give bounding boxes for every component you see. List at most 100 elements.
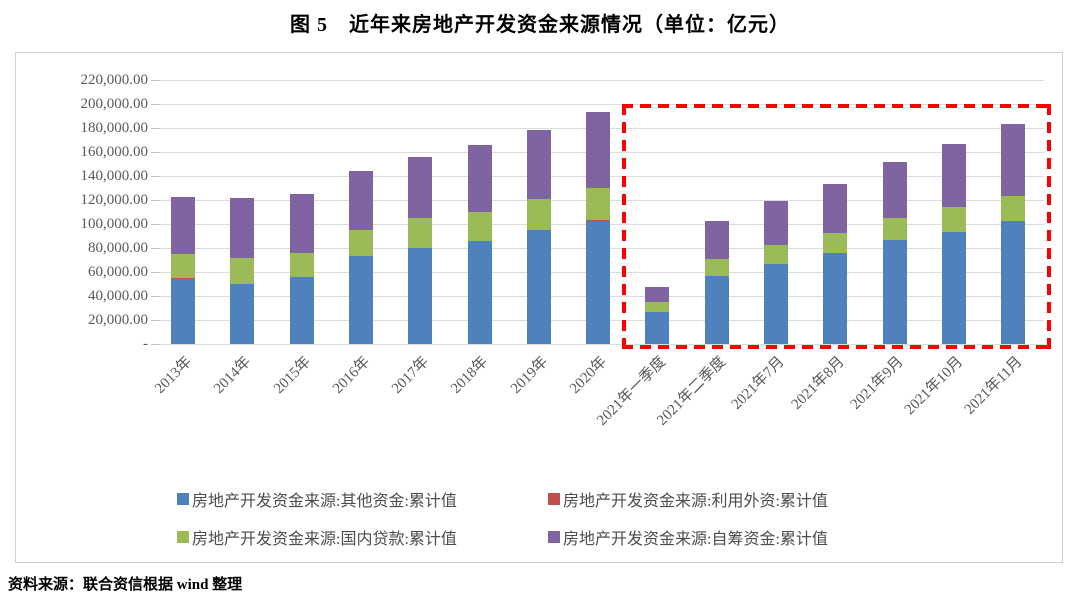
gridline bbox=[159, 80, 1044, 81]
legend-label: 房地产开发资金来源:国内贷款:累计值 bbox=[192, 531, 457, 548]
bar-segment bbox=[467, 240, 492, 344]
bar-segment bbox=[941, 207, 966, 232]
y-axis-tick bbox=[151, 296, 159, 297]
y-axis-tick-label: 120,000.00 bbox=[80, 192, 149, 208]
bar-segment bbox=[823, 233, 848, 254]
dashed-box-left-edge bbox=[622, 104, 627, 349]
bar-segment bbox=[230, 197, 255, 259]
bar-segment bbox=[764, 201, 788, 246]
stacked-bar-2016年 bbox=[348, 170, 373, 344]
dashed-box-right-edge bbox=[1046, 104, 1051, 349]
stacked-bar-2020年 bbox=[586, 112, 611, 344]
bar-segment bbox=[171, 254, 195, 278]
y-axis-tick-label: 80,000.00 bbox=[88, 240, 148, 256]
y-axis-tick bbox=[151, 320, 159, 321]
bar-segment bbox=[1001, 195, 1026, 221]
bar-segment bbox=[764, 264, 788, 344]
bar-segment bbox=[882, 218, 907, 240]
y-axis-tick bbox=[151, 104, 159, 105]
y-axis-tick-label: 220,000.00 bbox=[80, 72, 149, 88]
bar-segment bbox=[882, 239, 907, 344]
bar-segment bbox=[823, 183, 848, 234]
bar-segment bbox=[882, 162, 907, 219]
x-axis-tick-label: 2017年 bbox=[389, 353, 433, 397]
y-axis-tick bbox=[151, 272, 159, 273]
bar-segment bbox=[526, 199, 551, 230]
bar-segment bbox=[1001, 220, 1026, 344]
bar-segment bbox=[467, 211, 492, 241]
x-axis-tick-label: 2020年 bbox=[567, 353, 611, 397]
y-axis-tick bbox=[151, 248, 159, 249]
stacked-bar-2021年11月 bbox=[1001, 123, 1026, 344]
dashed-box-bottom-edge bbox=[622, 345, 1051, 349]
bar-segment bbox=[289, 193, 314, 253]
x-axis-tick-label: 2016年 bbox=[329, 353, 374, 397]
x-axis-tick-label: 2021年8月 bbox=[788, 353, 848, 413]
bar-segment bbox=[764, 245, 788, 265]
legend-item: 房地产开发资金来源:自筹资金:累计值 bbox=[548, 528, 828, 548]
legend-label: 房地产开发资金来源:利用外资:累计值 bbox=[563, 493, 828, 510]
bar-segment bbox=[645, 312, 670, 344]
y-axis-tick bbox=[151, 80, 159, 81]
y-axis-tick bbox=[151, 224, 159, 225]
legend-label: 房地产开发资金来源:其他资金:累计值 bbox=[192, 493, 457, 510]
y-axis-tick-label: 60,000.00 bbox=[88, 264, 148, 280]
legend-swatch-icon bbox=[548, 493, 560, 505]
y-axis-tick-label: 40,000.00 bbox=[88, 288, 148, 304]
stacked-bar-2013年 bbox=[171, 197, 195, 344]
bar-segment bbox=[171, 278, 195, 344]
gridline bbox=[159, 344, 1044, 345]
stacked-bar-2021年二季度 bbox=[704, 220, 729, 344]
bar-segment bbox=[586, 188, 611, 221]
stacked-bar-2014年 bbox=[230, 197, 255, 344]
x-axis-tick-label: 2021年10月 bbox=[901, 353, 967, 419]
bar-segment bbox=[230, 283, 255, 285]
bar-segment bbox=[467, 144, 492, 212]
bar-segment bbox=[171, 277, 195, 279]
y-axis-tick bbox=[151, 128, 159, 129]
stacked-bar-2018年 bbox=[467, 144, 492, 344]
stacked-bar-2021年9月 bbox=[882, 162, 907, 344]
bar-segment bbox=[704, 220, 729, 260]
bar-segment bbox=[289, 277, 314, 344]
bar-segment bbox=[289, 252, 314, 277]
bar-segment bbox=[171, 197, 195, 255]
x-axis-tick-label: 2013年 bbox=[151, 353, 196, 397]
bar-segment bbox=[941, 231, 966, 344]
bar-segment bbox=[704, 275, 729, 344]
stacked-bar-2021年7月 bbox=[764, 201, 788, 344]
bar-segment bbox=[645, 302, 670, 313]
y-axis-tick-label: 200,000.00 bbox=[80, 96, 149, 112]
legend-item: 房地产开发资金来源:国内贷款:累计值 bbox=[177, 528, 457, 548]
bar-segment bbox=[526, 129, 551, 200]
y-axis-tick bbox=[151, 200, 159, 201]
y-axis-tick bbox=[151, 152, 159, 153]
legend-item: 房地产开发资金来源:利用外资:累计值 bbox=[548, 490, 828, 510]
legend-swatch-icon bbox=[548, 531, 560, 543]
stacked-bar-2019年 bbox=[526, 129, 551, 344]
bar-segment bbox=[348, 170, 373, 230]
y-axis-tick-label: 140,000.00 bbox=[80, 168, 149, 184]
gridline bbox=[159, 104, 1044, 105]
x-axis-tick-label: 2019年 bbox=[507, 353, 551, 397]
bar-segment bbox=[230, 284, 255, 344]
y-axis-tick bbox=[151, 344, 159, 345]
bar-segment bbox=[408, 156, 433, 218]
y-axis-tick-label: 20,000.00 bbox=[88, 312, 148, 328]
legend-swatch-icon bbox=[177, 493, 189, 505]
y-axis-tick-label: - bbox=[143, 336, 148, 352]
bar-segment bbox=[941, 143, 966, 208]
x-axis-tick-label: 2021年11月 bbox=[961, 353, 1026, 418]
source-note: 资料来源：联合资信根据 wind 整理 bbox=[8, 577, 243, 593]
legend-item: 房地产开发资金来源:其他资金:累计值 bbox=[177, 490, 457, 510]
bar-segment bbox=[408, 248, 433, 344]
bar-segment bbox=[408, 217, 433, 249]
bar-segment bbox=[230, 258, 255, 284]
y-axis-tick-label: 100,000.00 bbox=[80, 216, 149, 232]
x-axis-tick-label: 2015年 bbox=[270, 353, 314, 397]
legend-swatch-icon bbox=[177, 531, 189, 543]
stacked-bar-2021年8月 bbox=[823, 183, 848, 344]
bar-segment bbox=[1001, 123, 1026, 196]
bar-segment bbox=[348, 255, 373, 344]
chart-area: - 20,000.00 40,000.00 60,000.00 80,000.00 100… bbox=[15, 52, 1063, 563]
